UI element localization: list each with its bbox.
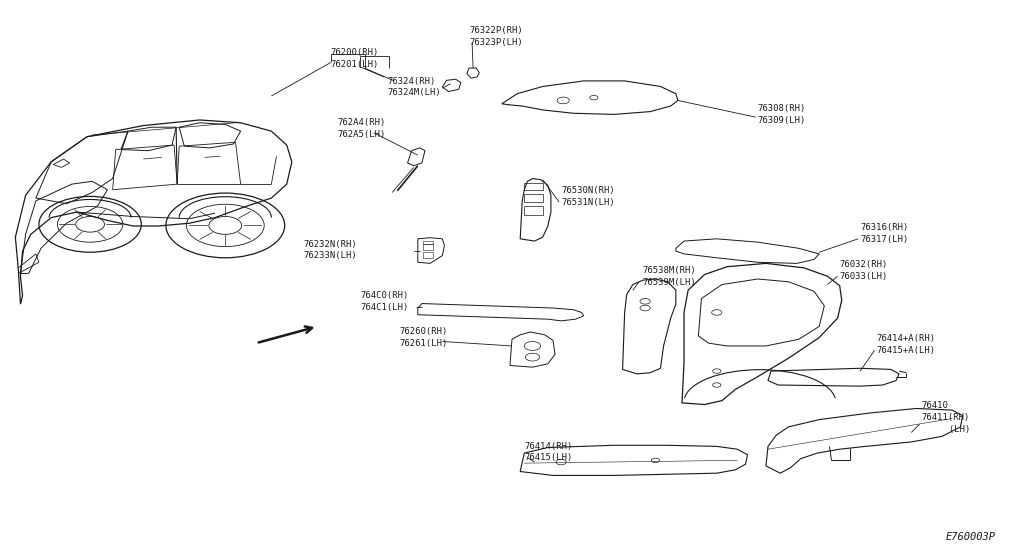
Text: 764C0(RH)
764C1(LH): 764C0(RH) 764C1(LH) (360, 291, 409, 312)
Text: 76324(RH)
76324M(LH): 76324(RH) 76324M(LH) (387, 76, 440, 98)
Text: 76308(RH)
76309(LH): 76308(RH) 76309(LH) (758, 104, 806, 125)
Text: 76410
76411(RH)
     (LH): 76410 76411(RH) (LH) (922, 401, 970, 434)
Text: 76530N(RH)
76531N(LH): 76530N(RH) 76531N(LH) (561, 186, 614, 207)
Text: 76538M(RH)
76539M(LH): 76538M(RH) 76539M(LH) (642, 266, 695, 287)
Text: 76316(RH)
76317(LH): 76316(RH) 76317(LH) (860, 223, 908, 244)
Text: 76414+A(RH)
76415+A(LH): 76414+A(RH) 76415+A(LH) (877, 334, 936, 355)
Bar (524, 206, 543, 215)
Bar (423, 244, 433, 250)
Bar (423, 252, 433, 258)
Text: 76200(RH)
76201(LH): 76200(RH) 76201(LH) (331, 48, 379, 69)
Text: 76032(RH)
76033(LH): 76032(RH) 76033(LH) (840, 260, 888, 281)
Text: 76322P(RH)
76323P(LH): 76322P(RH) 76323P(LH) (469, 26, 522, 47)
Bar (524, 183, 543, 190)
Text: 76260(RH)
76261(LH): 76260(RH) 76261(LH) (399, 327, 447, 348)
Text: 76414(RH)
76415(LH): 76414(RH) 76415(LH) (524, 441, 572, 463)
Bar (524, 194, 543, 202)
Text: 76232N(RH)
76233N(LH): 76232N(RH) 76233N(LH) (303, 239, 356, 261)
Text: E760003P: E760003P (945, 532, 995, 542)
Bar (423, 241, 433, 244)
Text: 762A4(RH)
762A5(LH): 762A4(RH) 762A5(LH) (338, 118, 386, 139)
